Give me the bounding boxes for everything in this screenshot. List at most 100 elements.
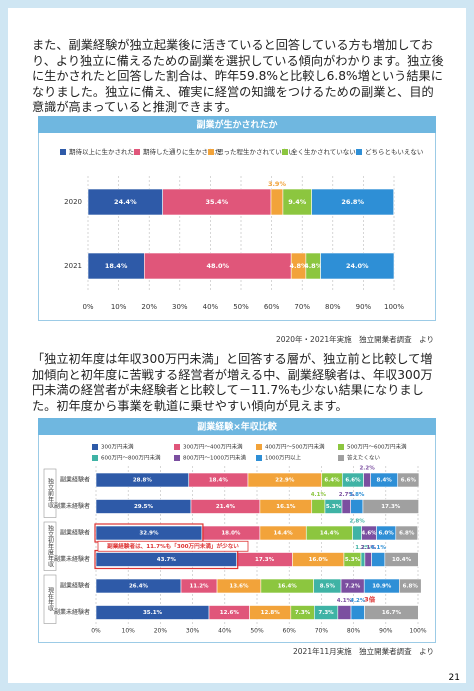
x-tick-label: 70% bbox=[315, 628, 329, 635]
bar-segment bbox=[144, 252, 292, 280]
group-frame bbox=[43, 468, 57, 518]
legend-label: 400万円～500万円未満 bbox=[265, 443, 325, 451]
group-label: 独立初年度年収 bbox=[47, 525, 54, 569]
value-label: 4.8% bbox=[304, 262, 323, 270]
value-label: 2.2% bbox=[359, 466, 375, 472]
value-label: 29.5% bbox=[134, 504, 154, 510]
paragraph: 「独立初年度は年収300万円未満」と回答する層が、独立前と比較して増加傾向と初年… bbox=[32, 352, 433, 413]
x-tick-label: 60% bbox=[264, 303, 280, 311]
legend-label: 思った程生かされていない bbox=[217, 147, 295, 156]
bar-segment bbox=[282, 188, 312, 216]
x-tick-label: 50% bbox=[250, 628, 264, 635]
title-bar bbox=[38, 418, 436, 435]
value-label: 35.1% bbox=[143, 610, 163, 616]
value-label: 8.5% bbox=[320, 584, 336, 590]
legend-label: 500万円～600万円未満 bbox=[347, 443, 407, 451]
x-tick-label: 0% bbox=[82, 303, 93, 311]
x-tick-label: 90% bbox=[379, 628, 393, 635]
group-frame bbox=[43, 521, 57, 571]
value-label: 43.7% bbox=[157, 557, 177, 563]
category-label: 2020 bbox=[64, 198, 82, 206]
value-label: 48.0% bbox=[206, 262, 229, 270]
value-label: 28.8% bbox=[133, 478, 153, 484]
group-label: 独立前年収 bbox=[47, 478, 54, 510]
bar-segment bbox=[399, 578, 422, 594]
bar-segment bbox=[320, 252, 395, 280]
x-tick-label: 50% bbox=[233, 303, 249, 311]
legend-label: 1000万円以上 bbox=[265, 454, 301, 462]
x-tick-label: 40% bbox=[203, 303, 219, 311]
legend-label: 600万円～800万円未満 bbox=[101, 454, 161, 462]
legend-label: 300万円未満 bbox=[101, 443, 134, 451]
category-label: 副業未経験者 bbox=[54, 502, 90, 510]
bar-segment bbox=[311, 499, 326, 514]
value-label: 21.4% bbox=[216, 504, 236, 510]
x-tick-label: 10% bbox=[111, 303, 127, 311]
bar-segment bbox=[162, 188, 272, 216]
bar-segment bbox=[341, 499, 352, 514]
bar-segment bbox=[397, 472, 420, 488]
title-bar bbox=[38, 116, 436, 133]
value-label: 18.0% bbox=[221, 531, 241, 537]
value-label: 13.6% bbox=[229, 584, 249, 590]
value-label: 7.2% bbox=[345, 584, 361, 590]
chart-frame bbox=[38, 116, 436, 321]
value-label: 4.1% bbox=[337, 598, 353, 604]
legend-swatch bbox=[256, 455, 262, 461]
value-label: 4.8% bbox=[290, 262, 309, 270]
category-label: 2021 bbox=[64, 262, 82, 270]
x-tick-label: 90% bbox=[356, 303, 372, 311]
bar-segment bbox=[350, 499, 364, 514]
legend-swatch bbox=[256, 444, 262, 450]
bar-segment bbox=[311, 188, 394, 216]
value-label: 17.3% bbox=[255, 557, 275, 563]
value-label: 12.6% bbox=[220, 610, 240, 616]
bar-segment bbox=[270, 188, 284, 216]
legend-swatch bbox=[92, 444, 98, 450]
value-label: 9.4% bbox=[288, 198, 307, 206]
paragraph: また、副業経験が独立起業後に活きていると回答している方も増加しており、より独立に… bbox=[32, 38, 444, 114]
bar-segment bbox=[350, 605, 365, 620]
callout-text: 副業経験者は、11.7%も「300万円未満」が少ない bbox=[107, 542, 239, 550]
chart: 副業が生かされたか 0% 10% 20% 30% 40% 50% 60% 70% 80% 90% 1… bbox=[38, 116, 436, 321]
source: 2021年11月実施 独立開業者調査 より bbox=[293, 647, 434, 656]
category-label: 副業経験者 bbox=[60, 582, 90, 590]
value-label: 10.9% bbox=[372, 584, 392, 590]
legend-swatch bbox=[134, 149, 140, 155]
legend-label: 答えたくない bbox=[347, 454, 381, 462]
value-label: 24.0% bbox=[346, 262, 369, 270]
source: 2020年・2021年実施 独立開業者調査 より bbox=[275, 335, 434, 344]
value-label: 17.3% bbox=[381, 504, 401, 510]
callout-box bbox=[97, 540, 249, 552]
value-label: 4.1% bbox=[311, 492, 327, 498]
category-label: 副業経験者 bbox=[60, 529, 90, 537]
x-tick-label: 10% bbox=[122, 628, 136, 635]
value-label: 11.2% bbox=[189, 584, 209, 590]
bar-segment bbox=[363, 472, 371, 488]
value-label: 4.2% bbox=[350, 598, 366, 604]
value-label: 1.2% bbox=[355, 545, 371, 551]
x-tick-label: 80% bbox=[325, 303, 341, 311]
x-tick-label: 0% bbox=[91, 628, 101, 635]
legend-swatch bbox=[208, 149, 214, 155]
bar-segment bbox=[395, 525, 418, 541]
legend-label: 800万円～1000万円未満 bbox=[183, 454, 246, 462]
value-label: 2.8% bbox=[350, 519, 366, 525]
category-label: 副業未経験者 bbox=[54, 555, 90, 563]
value-label: 10.4% bbox=[392, 557, 412, 563]
group-label: 現在年収 bbox=[47, 587, 54, 612]
value-label: 5.3% bbox=[345, 557, 361, 563]
legend-swatch bbox=[174, 455, 180, 461]
value-label: 16.4% bbox=[278, 584, 298, 590]
value-label: 14.4% bbox=[274, 531, 294, 537]
value-label: 2.7% bbox=[339, 492, 355, 498]
bar-segment bbox=[384, 552, 419, 567]
category-label: 副業経験者 bbox=[60, 476, 90, 484]
value-label: 4.1% bbox=[371, 545, 387, 551]
group-frame bbox=[43, 574, 57, 624]
value-label: 16.1% bbox=[276, 504, 296, 510]
value-label: 18.4% bbox=[105, 262, 128, 270]
value-label: 24.4% bbox=[114, 198, 137, 206]
value-label: 35.4% bbox=[206, 198, 229, 206]
legend-swatch bbox=[356, 149, 362, 155]
